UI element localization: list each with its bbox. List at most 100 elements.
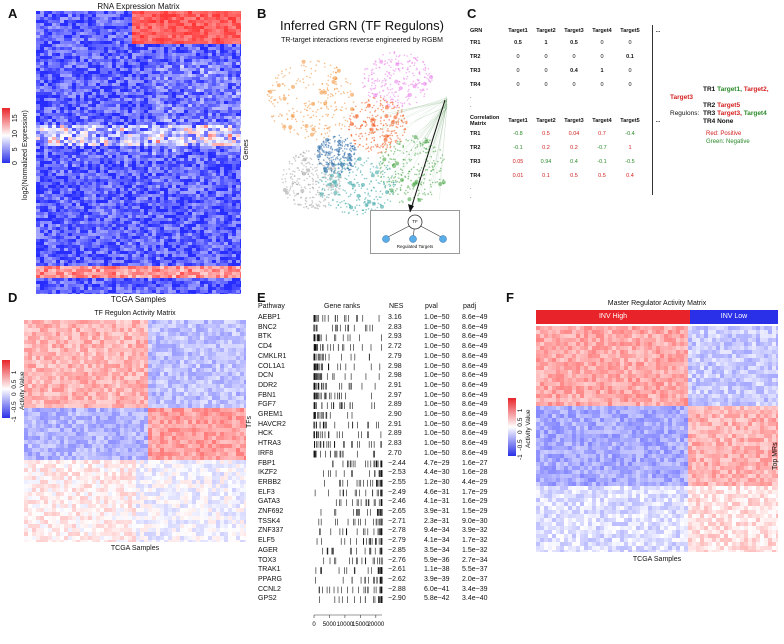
inset-caption: Regulated Targets — [396, 244, 434, 249]
corr-cell: 0.2 — [570, 145, 578, 151]
gsea-row: ERBB2 −2.55 1.2e−30 4.4e−29 — [258, 478, 502, 488]
panel-a-ylabel: Genes — [243, 139, 250, 160]
gsea-name: CD4 — [258, 343, 273, 351]
gsea-pval: 1.2e−30 — [424, 478, 450, 486]
grn-cell: 0 — [628, 40, 632, 46]
corr-cell: -0.5 — [625, 159, 635, 165]
panel-d-title: TF Regulon Activity Matrix — [94, 310, 176, 317]
grn-row: TR1 0.5 1 0.5 0 0 — [470, 36, 672, 50]
panel-a-colorbar — [2, 108, 10, 163]
gsea-row: ELF5 −2.79 4.1e−34 1.7e−32 — [258, 536, 502, 546]
gsea-row: GATA3 −2.46 4.1e−31 1.6e−29 — [258, 497, 502, 507]
grn-cell: 0 — [544, 82, 548, 88]
grn-ellipsis: . — [470, 102, 472, 109]
grn-cell: 0 — [572, 82, 576, 88]
grn-cell: 0 — [572, 54, 576, 60]
grn-row: TR3 0 0 0.4 1 0 — [470, 64, 672, 78]
gsea-nes: 2.98 — [388, 362, 402, 370]
gsea-name: FGF7 — [258, 401, 276, 409]
gsea-name: PPARG — [258, 575, 282, 583]
grn-row: TR4 0 0 0 0 0 — [470, 78, 672, 92]
gsea-name: TSSK4 — [258, 517, 281, 525]
gsea-name: IKZF2 — [258, 469, 278, 477]
gsea-row: DCN 2.98 1.0e−50 8.6e−49 — [258, 371, 502, 381]
gsea-nes: 2.79 — [388, 352, 402, 360]
gsea-pval: 1.0e−50 — [424, 372, 450, 380]
header-pathway: Pathway — [258, 303, 285, 310]
corr-cell: 1 — [628, 145, 632, 151]
gsea-row: FGF7 2.89 1.0e−50 8.6e−49 — [258, 400, 502, 410]
corr-cell: 0.7 — [598, 131, 606, 137]
grn-cell: 0 — [544, 54, 548, 60]
gsea-pval: 1.0e−50 — [424, 314, 450, 321]
gsea-row: IKZF2 −2.53 4.4e−30 1.6e−28 — [258, 468, 502, 478]
gsea-nes: 2.70 — [388, 449, 402, 457]
regulons-list: TR1 Target1, Target2, Target3 TR2 Target… — [670, 86, 769, 125]
gsea-name: ZNF337 — [258, 527, 284, 535]
panel-f-letter: F — [506, 290, 514, 305]
gsea-name: AGER — [258, 546, 278, 554]
panel-a-letter: A — [8, 6, 18, 21]
grn-col-header: Target1 — [508, 28, 528, 34]
corr-cell: 0.5 — [570, 173, 578, 179]
gsea-padj: 8.6e−49 — [462, 420, 488, 428]
grn-col-header: Target5 — [620, 28, 640, 34]
gsea-padj: 2.7e−34 — [462, 556, 488, 564]
gsea-nes: −2.71 — [388, 517, 406, 525]
network-graph — [262, 45, 462, 250]
gsea-pval: 1.0e−50 — [424, 343, 450, 351]
corr-row-label: TR1 — [470, 131, 481, 137]
panel-a-title: RNA Expression Matrix — [97, 2, 180, 11]
legend-negative: Green: Negative — [706, 139, 750, 145]
panel-f-xlabel: TCGA Samples — [632, 556, 682, 563]
gsea-pval: 4.1e−31 — [424, 498, 450, 506]
gsea-nes: −2.90 — [388, 595, 406, 603]
corr-ellipsis: . — [470, 193, 472, 200]
header-padj: padj — [463, 303, 477, 310]
corr-row: TR1 -0.8 0.5 0.04 0.7 -0.4 — [470, 127, 672, 141]
panel-d-colorbar-ticks: -1 -0.5 0 0.5 1 — [11, 370, 18, 422]
corr-col-header: Target2 — [536, 118, 556, 124]
grn-table-block: GRN Target1 Target2 Target3 Target4 Target5..… — [470, 26, 672, 110]
gsea-name: FBN1 — [258, 391, 276, 399]
grn-cell: 0 — [600, 40, 604, 46]
gsea-pval: 1.0e−50 — [424, 440, 450, 448]
gsea-nes: −2.44 — [388, 459, 406, 467]
grn-col-header: ... — [655, 28, 661, 34]
gsea-padj: 8.6e−49 — [462, 430, 488, 438]
corr-cell: 0.2 — [542, 145, 550, 151]
gsea-row: TOX3 −2.76 5.9e−36 2.7e−34 — [258, 556, 502, 566]
corr-cell: -0.4 — [625, 131, 635, 137]
gsea-row: ZNF337 −2.78 9.4e−34 3.9e−32 — [258, 526, 502, 536]
panel-f-colorbar — [508, 398, 516, 456]
grn-cell: 0.4 — [570, 68, 578, 74]
gsea-padj: 8.6e−49 — [462, 314, 488, 321]
gsea-nes: −2.76 — [388, 556, 406, 564]
corr-cell: 0.04 — [568, 131, 580, 137]
gsea-padj: 8.6e−49 — [462, 343, 488, 351]
gsea-pval: 1.0e−50 — [424, 381, 450, 389]
gsea-pval: 1.0e−50 — [424, 411, 450, 419]
grn-ellipsis: . — [470, 93, 472, 100]
gsea-nes: −2.46 — [388, 498, 406, 506]
grn-cell: 0.5 — [514, 40, 522, 46]
panel-a-xlabel: TCGA Samples — [110, 295, 167, 304]
gsea-padj: 1.6e−28 — [462, 469, 488, 477]
gsea-padj: 8.6e−49 — [462, 449, 488, 457]
gsea-padj: 8.6e−49 — [462, 381, 488, 389]
corr-cell: 0.94 — [540, 159, 552, 165]
panel-c-divider — [652, 25, 653, 195]
rank-axis-tick: 5000 — [323, 622, 337, 628]
gsea-name: GPS2 — [258, 595, 277, 603]
gsea-row: GREM1 2.90 1.0e−50 8.6e−49 — [258, 410, 502, 420]
gsea-row: CMKLR1 2.79 1.0e−50 8.6e−49 — [258, 352, 502, 362]
gsea-nes: −2.62 — [388, 575, 406, 583]
gsea-nes: −2.78 — [388, 527, 406, 535]
gsea-padj: 2.0e−37 — [462, 575, 488, 583]
target-node — [409, 235, 417, 243]
gsea-padj: 1.7e−32 — [462, 537, 488, 545]
gsea-pval: 1.0e−50 — [424, 420, 450, 428]
gsea-nes: 2.83 — [388, 323, 402, 331]
gsea-padj: 9.0e−30 — [462, 517, 488, 525]
gsea-nes: −2.55 — [388, 478, 406, 486]
